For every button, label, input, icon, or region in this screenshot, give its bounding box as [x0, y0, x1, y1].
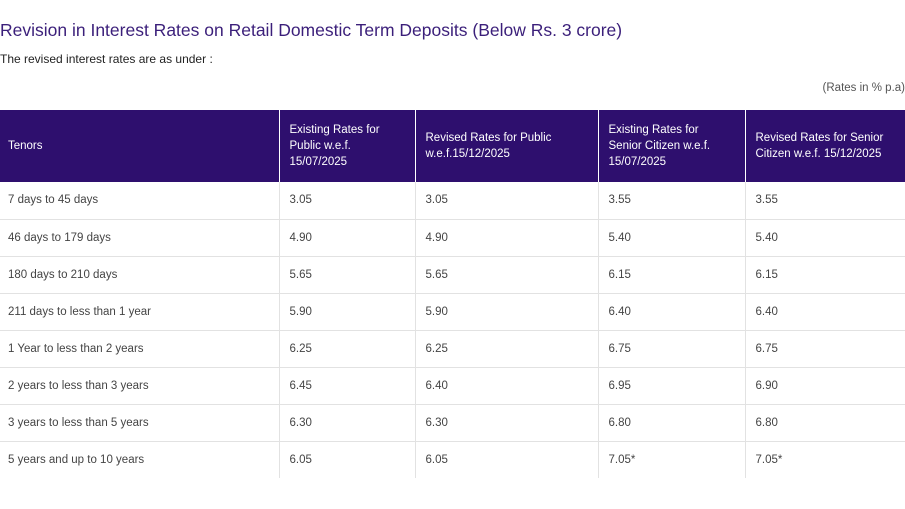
existing-public-rate: 3.05	[279, 182, 416, 220]
revised-senior-rate: 6.15	[745, 256, 905, 294]
table-row: 5 years and up to 10 years 6.05 6.05 7.0…	[0, 441, 905, 478]
interest-rates-table: Tenors Existing Rates for Public w.e.f. …	[0, 110, 905, 478]
revised-public-rate: 6.40	[415, 367, 599, 405]
existing-senior-rate: 6.15	[598, 256, 746, 294]
rates-unit-note: (Rates in % p.a)	[822, 82, 905, 94]
revised-public-rate: 5.65	[415, 256, 599, 294]
table-row: 2 years to less than 3 years 6.45 6.40 6…	[0, 367, 905, 405]
existing-public-rate: 6.05	[279, 441, 416, 478]
table-row: 7 days to 45 days 3.05 3.05 3.55 3.55	[0, 182, 905, 220]
existing-senior-rate: 3.55	[598, 182, 746, 220]
table-row: 211 days to less than 1 year 5.90 5.90 6…	[0, 293, 905, 331]
existing-senior-rate: 6.75	[598, 330, 746, 368]
tenor-cell: 1 Year to less than 2 years	[0, 330, 280, 368]
tenor-cell: 7 days to 45 days	[0, 182, 280, 220]
table-row: 180 days to 210 days 5.65 5.65 6.15 6.15	[0, 256, 905, 294]
revised-senior-rate: 6.75	[745, 330, 905, 368]
table-header-row: Tenors Existing Rates for Public w.e.f. …	[0, 110, 905, 182]
tenor-cell: 3 years to less than 5 years	[0, 404, 280, 442]
page-title: Revision in Interest Rates on Retail Dom…	[0, 20, 623, 40]
table-row: 46 days to 179 days 4.90 4.90 5.40 5.40	[0, 219, 905, 257]
existing-senior-rate: 6.40	[598, 293, 746, 331]
revised-senior-rate: 3.55	[745, 182, 905, 220]
header-revised-senior: Revised Rates for Senior Citizen w.e.f. …	[745, 110, 905, 182]
header-existing-senior: Existing Rates for Senior Citizen w.e.f.…	[598, 110, 746, 182]
revised-senior-rate: 5.40	[745, 219, 905, 257]
header-existing-public: Existing Rates for Public w.e.f. 15/07/2…	[279, 110, 416, 182]
existing-public-rate: 6.25	[279, 330, 416, 368]
revised-public-rate: 6.25	[415, 330, 599, 368]
revised-public-rate: 6.05	[415, 441, 599, 478]
page-subtitle: The revised interest rates are as under …	[0, 52, 213, 66]
revised-public-rate: 3.05	[415, 182, 599, 220]
existing-senior-rate: 7.05*	[598, 441, 746, 478]
existing-senior-rate: 6.80	[598, 404, 746, 442]
revised-public-rate: 6.30	[415, 404, 599, 442]
revised-senior-rate: 7.05*	[755, 453, 783, 466]
existing-public-rate: 5.90	[279, 293, 416, 331]
existing-senior-rate: 6.95	[598, 367, 746, 405]
tenor-cell: 5 years and up to 10 years	[0, 441, 280, 478]
tenor-cell: 2 years to less than 3 years	[0, 367, 280, 405]
existing-senior-rate: 5.40	[598, 219, 746, 257]
table-row: 3 years to less than 5 years 6.30 6.30 6…	[0, 404, 905, 442]
existing-public-rate: 5.65	[279, 256, 416, 294]
header-tenors: Tenors	[0, 110, 280, 182]
existing-public-rate: 6.30	[279, 404, 416, 442]
revised-senior-rate: 6.90	[745, 367, 905, 405]
tenor-cell: 180 days to 210 days	[0, 256, 280, 294]
table-row: 1 Year to less than 2 years 6.25 6.25 6.…	[0, 330, 905, 368]
header-revised-public: Revised Rates for Public w.e.f.15/12/202…	[415, 110, 599, 182]
revised-senior-rate: 6.40	[745, 293, 905, 331]
existing-public-rate: 4.90	[279, 219, 416, 257]
revised-public-rate: 5.90	[415, 293, 599, 331]
revised-public-rate: 4.90	[415, 219, 599, 257]
existing-public-rate: 6.45	[279, 367, 416, 405]
tenor-cell: 46 days to 179 days	[0, 219, 280, 257]
revised-senior-rate: 6.80	[745, 404, 905, 442]
tenor-cell: 211 days to less than 1 year	[0, 293, 280, 331]
